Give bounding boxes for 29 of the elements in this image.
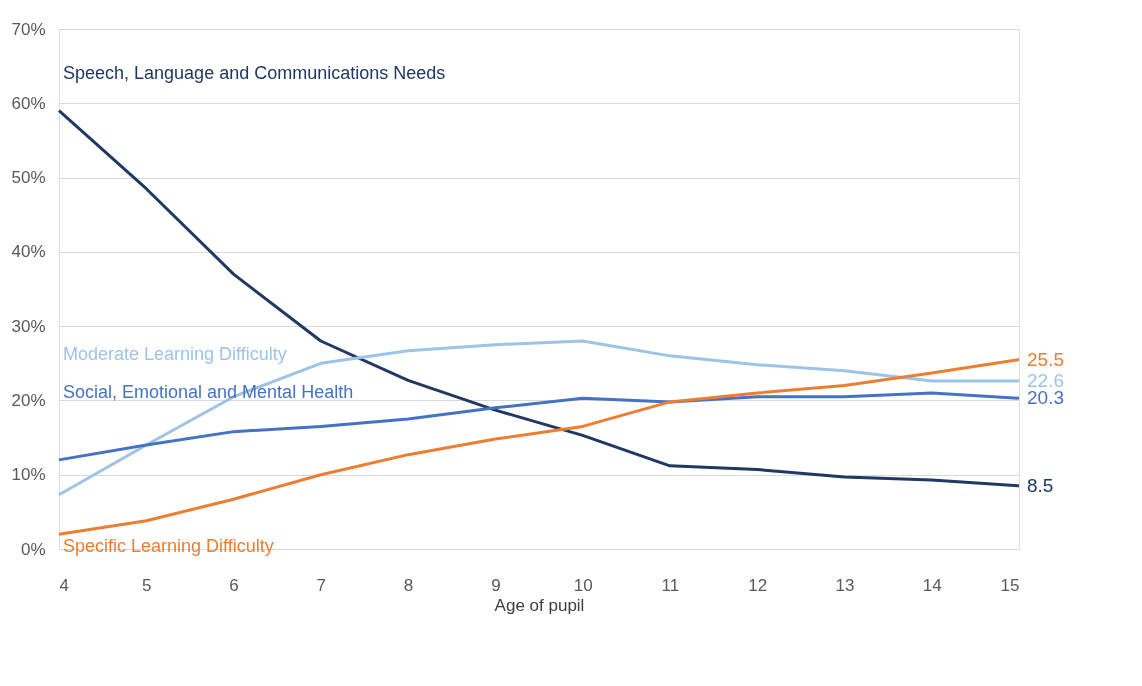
x-tick-label: 6	[229, 575, 239, 595]
x-tick-label: 4	[59, 575, 69, 595]
y-tick-label: 50%	[11, 168, 46, 188]
data-label: 25.5	[1027, 348, 1064, 370]
y-tick-label: 60%	[11, 93, 46, 113]
series-label: Speech, Language and Communications Needs	[63, 62, 446, 83]
x-tick-label: 13	[835, 575, 855, 595]
x-tick-label: 10	[573, 575, 593, 595]
y-tick-label: 10%	[11, 465, 46, 485]
y-tick-label: 20%	[11, 390, 46, 410]
x-tick-label: 12	[748, 575, 768, 595]
y-tick-label: 40%	[11, 242, 46, 262]
series-label: Specific Learning Difficulty	[63, 536, 274, 557]
series-label: Social, Emotional and Mental Health	[63, 381, 354, 402]
x-tick-label: 11	[661, 575, 680, 595]
x-axis-title: Age of pupil	[494, 595, 585, 615]
y-tick-label: 30%	[11, 316, 46, 336]
x-tick-label: 14	[922, 575, 942, 595]
x-tick-label: 5	[142, 575, 152, 595]
x-tick-label: 8	[403, 575, 414, 595]
y-tick-label: 0%	[20, 539, 46, 559]
y-tick-label: 70%	[11, 19, 46, 39]
line-series	[57, 339, 1021, 497]
x-tick-label: 7	[316, 575, 327, 595]
data-label: 8.5	[1027, 474, 1054, 496]
line-series	[57, 109, 1021, 488]
x-tick-label: 15	[1000, 575, 1020, 595]
x-tick-label: 9	[491, 575, 501, 595]
series-label: Moderate Learning Difficulty	[63, 343, 287, 364]
